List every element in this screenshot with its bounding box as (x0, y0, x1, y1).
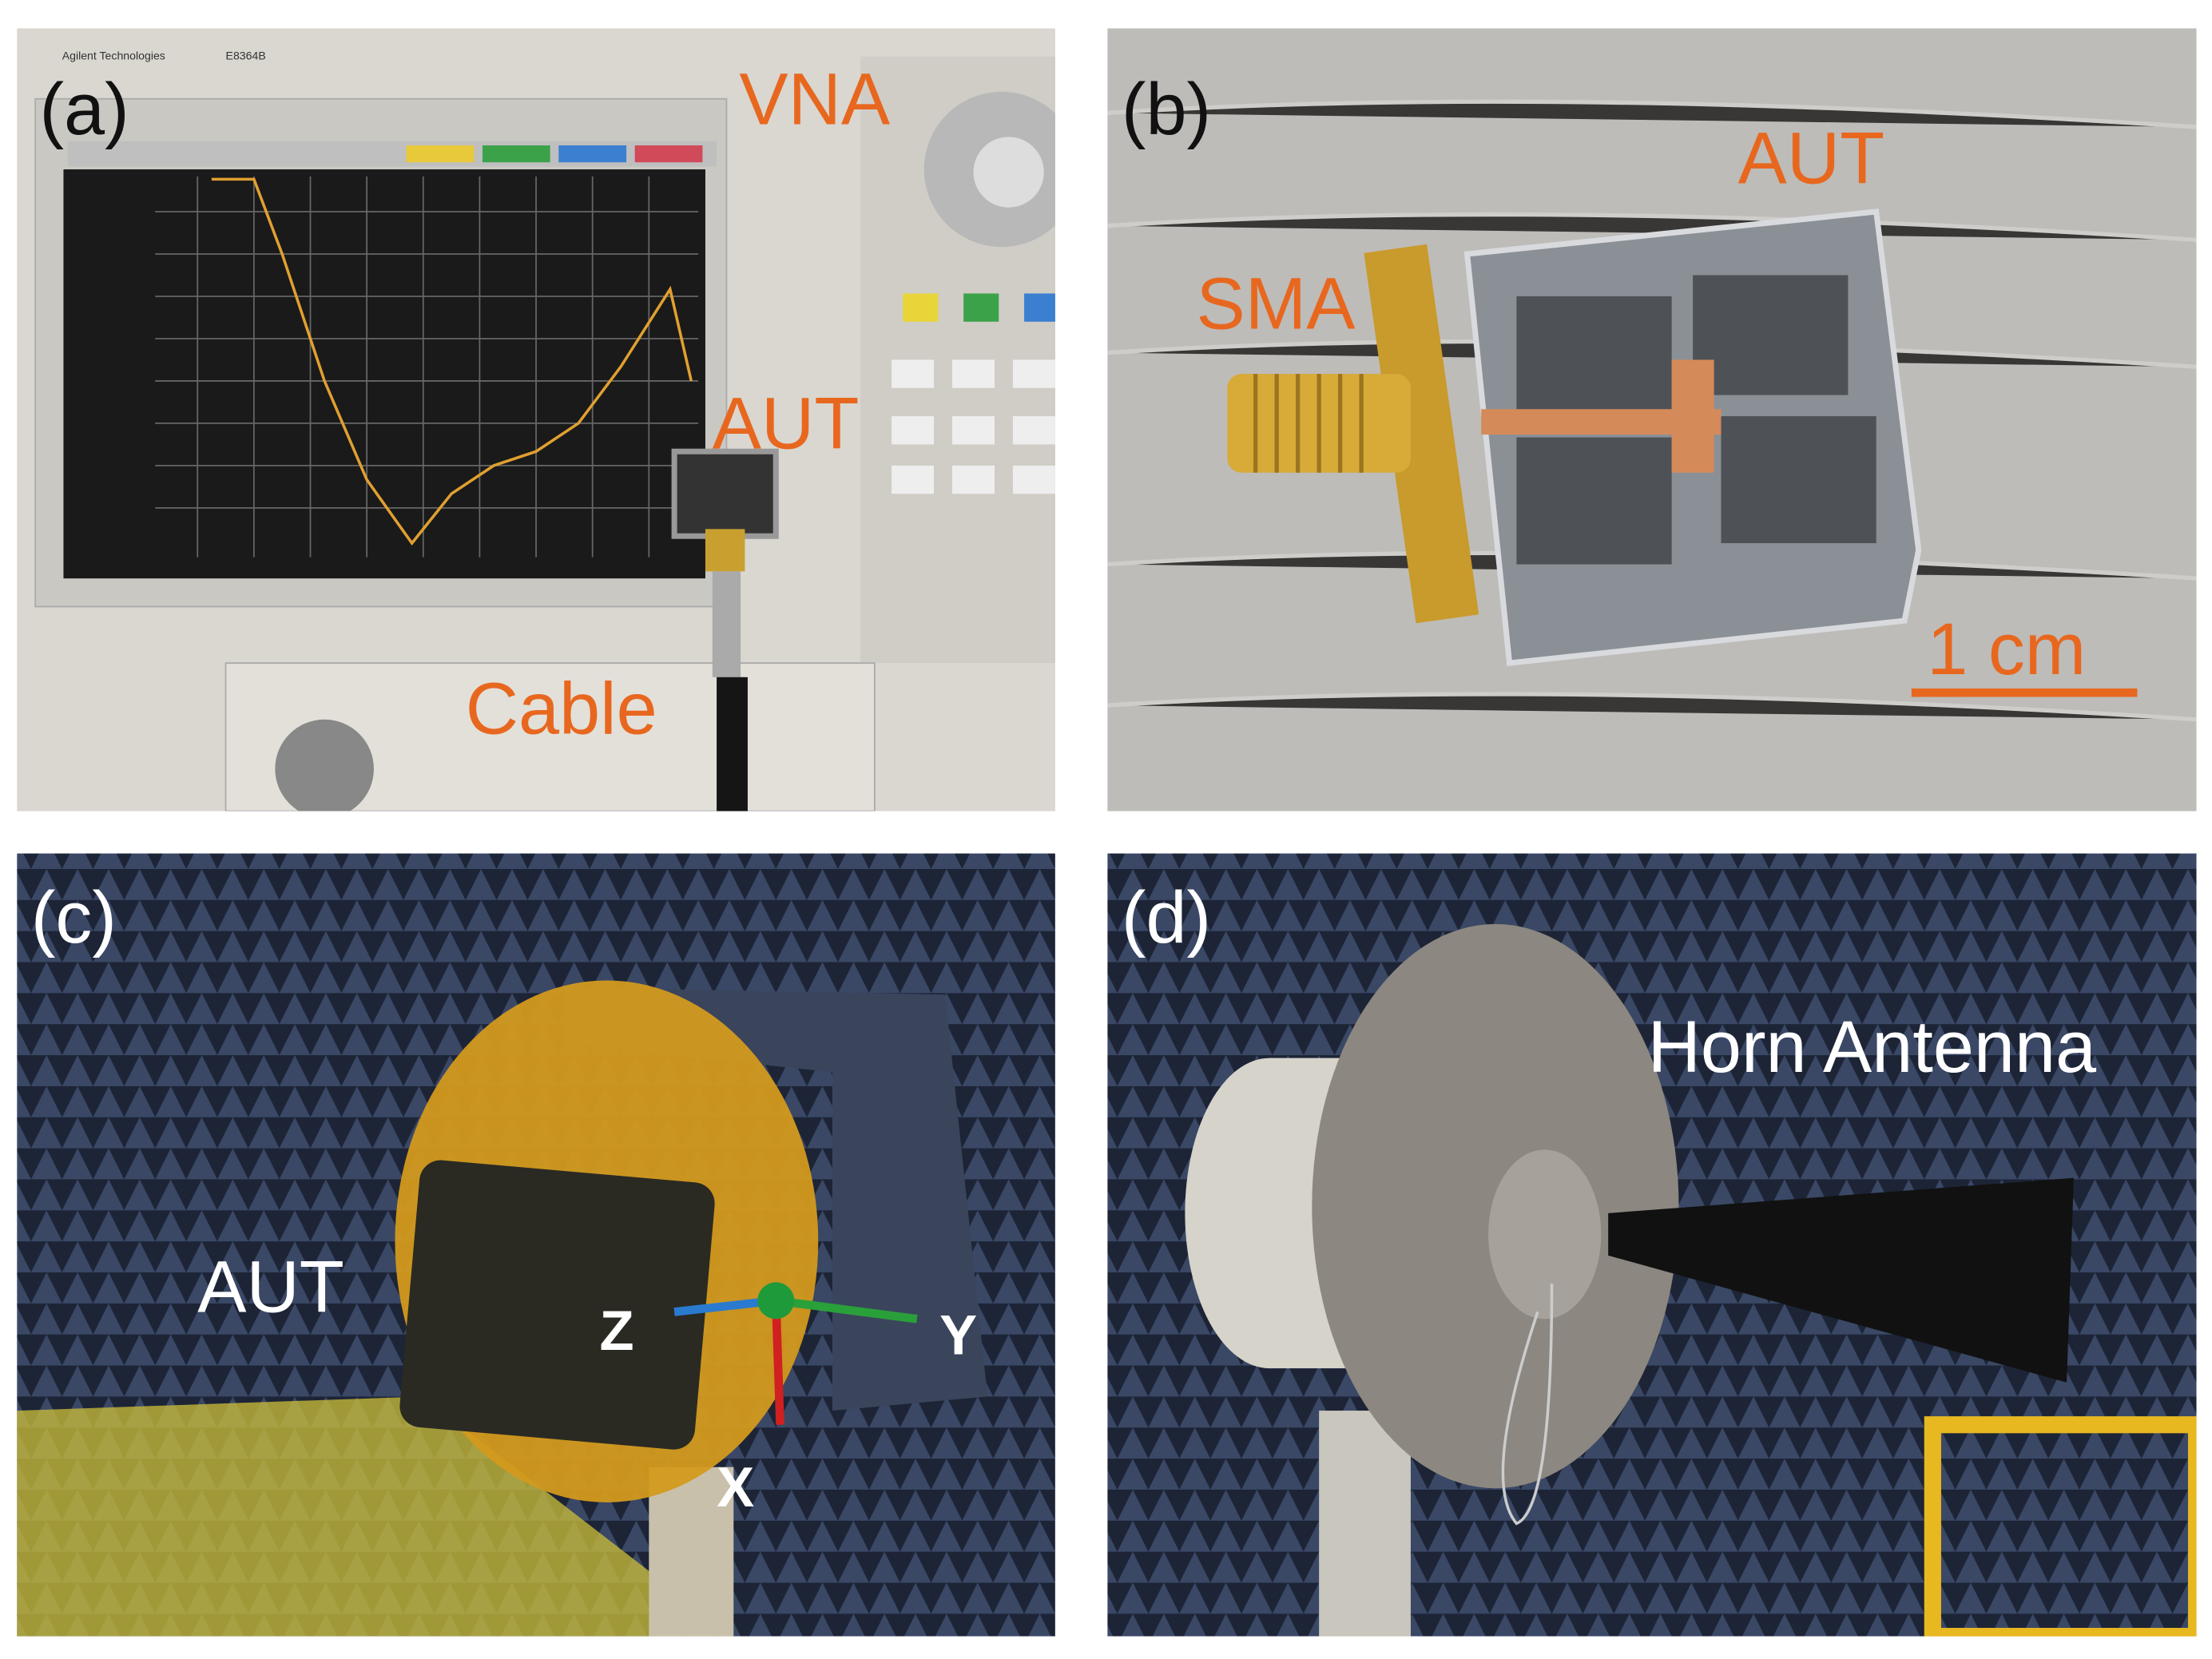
annotation: AUT (1738, 118, 1885, 200)
panel-label: (d) (1122, 877, 1211, 958)
panel-label: (a) (39, 69, 129, 150)
annotation: 1 cm (1927, 609, 2086, 690)
model-text: E8364B (226, 49, 266, 62)
axis-label: X (717, 1455, 754, 1518)
axis-label: Y (939, 1303, 977, 1366)
annotation: Cable (466, 668, 657, 749)
annotation: Horn Antenna (1648, 1006, 2097, 1088)
panel-c-photo (17, 853, 1055, 1637)
annotation: AUT (197, 1246, 344, 1328)
annotation: AUT (713, 383, 860, 465)
panel-label: (c) (31, 877, 117, 958)
panel-label: (b) (1122, 69, 1211, 150)
axis-label: Z (600, 1299, 634, 1362)
panel-b-photo (1107, 28, 2197, 812)
brand-text: Agilent Technologies (62, 49, 165, 62)
annotation: VNA (739, 59, 891, 141)
panel-d-photo (1107, 853, 2197, 1637)
annotation: SMA (1197, 264, 1356, 345)
panel-a-photo: Agilent Technologies E8364B (17, 28, 1055, 812)
